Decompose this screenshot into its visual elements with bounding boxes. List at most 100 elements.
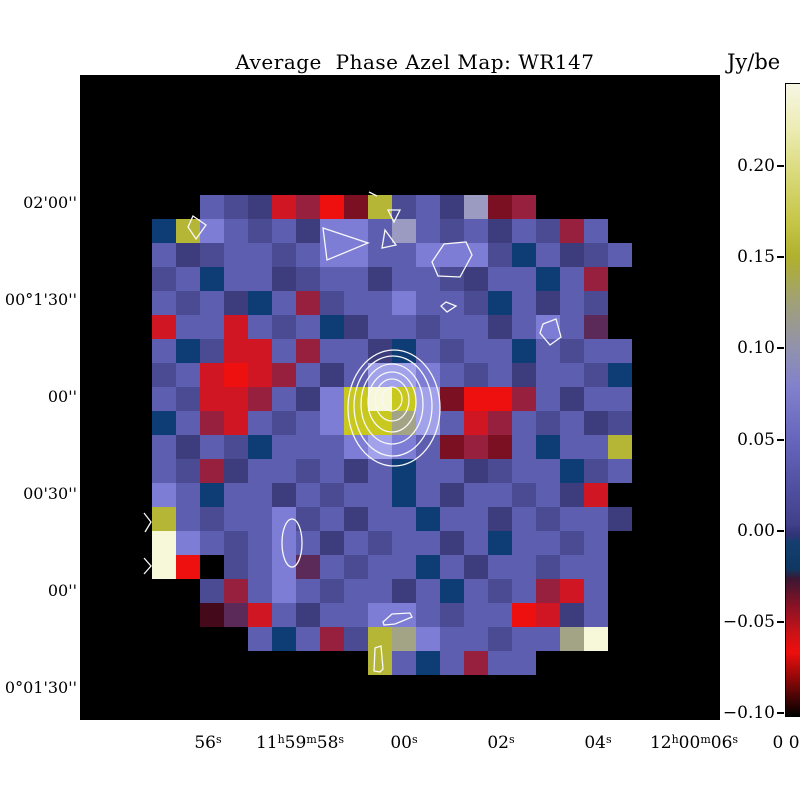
heatmap-cell — [200, 315, 224, 339]
heatmap-cell — [512, 555, 536, 579]
heatmap-cell — [392, 555, 416, 579]
heatmap-cell — [200, 459, 224, 483]
colorbar-tick-label: −0.05 — [722, 612, 775, 632]
heatmap-cell — [464, 531, 488, 555]
heatmap-cell — [536, 531, 560, 555]
heatmap-cell — [320, 411, 344, 435]
heatmap-cell — [224, 195, 248, 219]
dec-tick-label: 00°1'30'' — [4, 290, 77, 309]
heatmap-cell — [320, 507, 344, 531]
heatmap-cell — [368, 651, 392, 675]
heatmap-cell — [176, 243, 200, 267]
heatmap-cell — [296, 315, 320, 339]
heatmap-cell — [272, 339, 296, 363]
contour-line — [386, 209, 402, 224]
ra-tick-label: 00s — [390, 733, 418, 753]
heatmap-cell — [416, 651, 440, 675]
heatmap-cell — [272, 411, 296, 435]
heatmap-cell — [152, 387, 176, 411]
heatmap-cell — [488, 363, 512, 387]
heatmap-cell — [608, 459, 632, 483]
map-plot-area — [80, 75, 720, 720]
heatmap-cell — [488, 195, 512, 219]
heatmap-cell — [368, 387, 392, 411]
heatmap-cell — [272, 603, 296, 627]
heatmap-cell — [488, 459, 512, 483]
heatmap-cell — [200, 387, 224, 411]
heatmap-cell — [152, 315, 176, 339]
heatmap-cell — [392, 267, 416, 291]
heatmap-cell — [344, 627, 368, 651]
heatmap-cell — [560, 339, 584, 363]
heatmap-cell — [176, 483, 200, 507]
heatmap-cell — [440, 411, 464, 435]
heatmap-cell — [224, 267, 248, 291]
colorbar-tick-label: 0.10 — [737, 338, 775, 358]
heatmap-cell — [512, 603, 536, 627]
heatmap-cell — [416, 579, 440, 603]
heatmap-cell — [224, 603, 248, 627]
heatmap-cell — [560, 579, 584, 603]
heatmap-cell — [272, 363, 296, 387]
heatmap-cell — [464, 603, 488, 627]
heatmap-cell — [248, 459, 272, 483]
heatmap-cell — [320, 315, 344, 339]
heatmap-cell — [584, 387, 608, 411]
heatmap-cell — [440, 531, 464, 555]
heatmap-cell — [488, 243, 512, 267]
contour-line — [382, 612, 413, 626]
colorbar-tick-label: 0.05 — [737, 430, 775, 450]
heatmap-cell — [560, 291, 584, 315]
heatmap-cell — [152, 219, 176, 243]
heatmap-cell — [344, 267, 368, 291]
heatmap-cell — [488, 579, 512, 603]
heatmap-cell — [488, 483, 512, 507]
heatmap-cell — [272, 435, 296, 459]
heatmap-cell — [584, 363, 608, 387]
heatmap-cell — [584, 339, 608, 363]
heatmap-cell — [368, 579, 392, 603]
heatmap-cell — [560, 507, 584, 531]
heatmap-cell — [488, 603, 512, 627]
heatmap-cell — [464, 411, 488, 435]
heatmap-cell — [224, 579, 248, 603]
heatmap-cell — [248, 531, 272, 555]
colorbar — [785, 83, 800, 717]
heatmap-cell — [488, 291, 512, 315]
heatmap-cell — [272, 291, 296, 315]
contour-line — [381, 386, 403, 412]
colorbar-tick-mark — [777, 347, 784, 349]
heatmap-cell — [248, 243, 272, 267]
heatmap-cell — [272, 459, 296, 483]
heatmap-cell — [440, 651, 464, 675]
heatmap-cell — [344, 555, 368, 579]
heatmap-cell — [560, 267, 584, 291]
heatmap-cell — [296, 219, 320, 243]
heatmap-cell — [368, 507, 392, 531]
heatmap-cell — [176, 363, 200, 387]
heatmap-cell — [488, 387, 512, 411]
contour-line — [143, 512, 152, 533]
heatmap-cell — [560, 435, 584, 459]
heatmap-cell — [560, 555, 584, 579]
heatmap-cell — [464, 651, 488, 675]
ra-tick-label: 04s — [584, 733, 612, 753]
heatmap-cell — [296, 411, 320, 435]
heatmap-cell — [248, 315, 272, 339]
heatmap-cell — [320, 291, 344, 315]
heatmap-cell — [272, 267, 296, 291]
heatmap-cell — [152, 339, 176, 363]
heatmap-cell — [296, 339, 320, 363]
heatmap-cell — [152, 363, 176, 387]
heatmap-cell — [296, 603, 320, 627]
contour-line — [374, 378, 410, 422]
heatmap-cell — [176, 459, 200, 483]
heatmap-cell — [416, 603, 440, 627]
heatmap-cell — [272, 195, 296, 219]
heatmap-cell — [392, 507, 416, 531]
heatmap-cell — [536, 435, 560, 459]
heatmap-cell — [416, 315, 440, 339]
heatmap-cell — [248, 291, 272, 315]
heatmap-cell — [536, 363, 560, 387]
heatmap-cell — [440, 579, 464, 603]
